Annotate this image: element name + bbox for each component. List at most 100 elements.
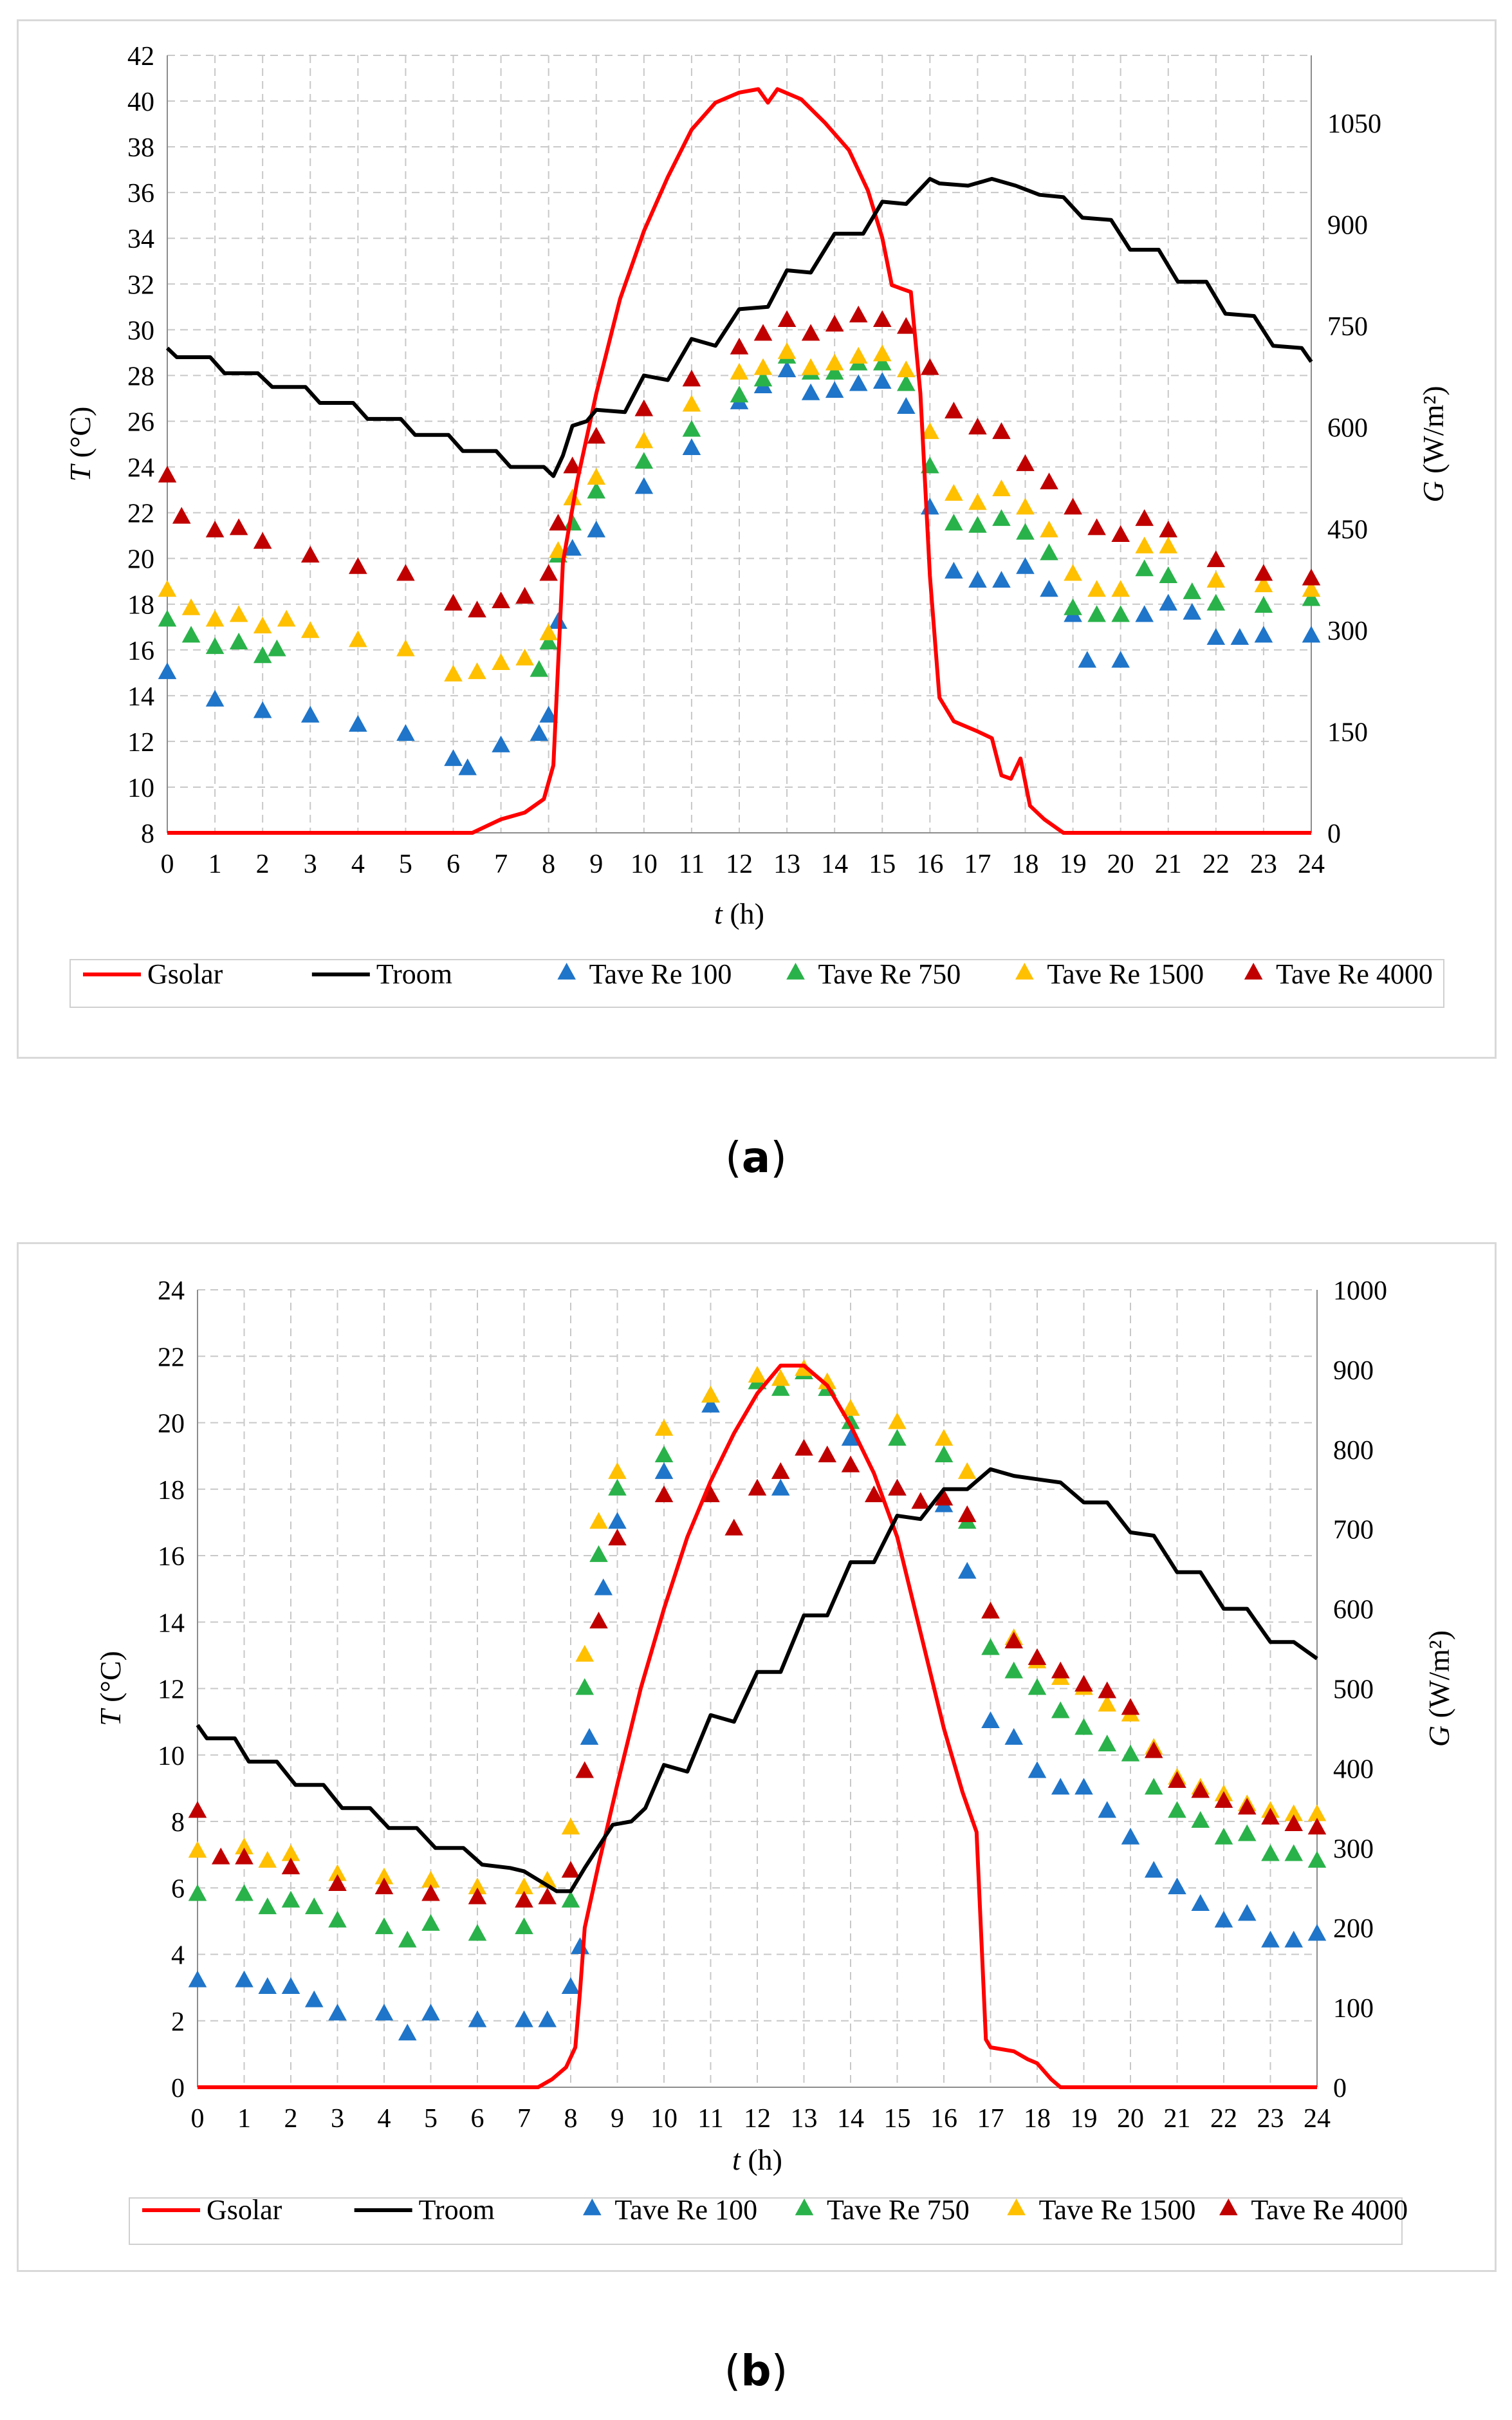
data-point-marker (1159, 536, 1178, 554)
chart-a-x-tick: 19 (1060, 850, 1087, 879)
chart-a-series-tave-re-750 (158, 346, 1321, 677)
data-point-marker (1191, 1810, 1210, 1828)
chart-b-y-title: T (°C) (94, 1651, 127, 1726)
data-point-marker (1016, 557, 1035, 574)
data-point-marker (682, 420, 701, 437)
data-point-marker (608, 1529, 627, 1546)
data-point-marker (1284, 1814, 1304, 1832)
data-point-marker (492, 591, 510, 609)
chart-b-y-tick: 22 (158, 1343, 185, 1372)
data-point-marker (468, 1877, 487, 1895)
data-point-marker (515, 586, 534, 604)
data-point-marker (701, 1485, 720, 1502)
chart-b-x-tick: 17 (977, 2104, 1004, 2134)
data-point-marker (1254, 564, 1273, 581)
data-point-marker (575, 1761, 595, 1778)
data-point-marker (188, 1970, 207, 1987)
chart-b-y-tick: 18 (158, 1476, 185, 1505)
data-point-marker (724, 1518, 744, 1536)
data-point-marker (608, 1478, 627, 1496)
chart-b-legend-box (129, 2197, 1403, 2245)
data-point-marker (777, 360, 797, 378)
data-point-marker (1144, 1741, 1163, 1758)
data-point-marker (968, 418, 987, 435)
chart-b-legend-swatch (795, 2198, 814, 2215)
data-point-marker (654, 1419, 674, 1436)
data-point-marker (539, 632, 558, 649)
data-point-marker (1284, 1804, 1304, 1821)
data-point-marker (549, 612, 567, 629)
data-point-marker (589, 1512, 608, 1529)
data-point-marker (872, 344, 892, 362)
data-point-marker (730, 362, 749, 380)
chart-a-x-tick: 6 (447, 850, 460, 879)
data-point-marker (458, 758, 477, 776)
data-point-marker (1237, 1798, 1257, 1815)
data-point-marker (957, 1561, 977, 1579)
data-point-marker (253, 646, 272, 664)
data-point-marker (563, 539, 582, 556)
data-point-marker (205, 610, 225, 627)
chart-a-y2-tick: 750 (1327, 312, 1368, 342)
data-point-marker (872, 353, 892, 371)
data-point-marker (328, 1910, 347, 1928)
chart-b-legend-swatch (1007, 2198, 1026, 2215)
data-point-marker (1191, 1781, 1210, 1798)
data-point-marker (492, 653, 510, 670)
chart-a-y-tick: 32 (127, 270, 154, 300)
chart-b-legend-label: Tave Re 1500 (1039, 2194, 1196, 2226)
chart-a-x-tick: 1 (208, 850, 222, 879)
data-point-marker (753, 369, 773, 387)
chart-a-y-tick: 18 (127, 591, 154, 620)
chart-a-y-tick: 40 (127, 88, 154, 117)
data-point-marker (864, 1485, 883, 1502)
data-point-marker (515, 1877, 533, 1895)
data-point-marker (229, 605, 248, 622)
data-point-marker (235, 1838, 254, 1855)
data-point-marker (1135, 559, 1154, 577)
chart-b-grid (197, 1289, 1318, 2088)
data-point-marker (1144, 1778, 1163, 1795)
data-point-marker (771, 1478, 790, 1496)
chart-b-y-tick: 0 (171, 2074, 185, 2103)
data-point-marker (945, 561, 963, 579)
data-point-marker (849, 346, 868, 364)
data-point-marker (841, 1455, 860, 1473)
data-point-marker (530, 660, 549, 677)
data-point-marker (1159, 593, 1178, 611)
data-point-marker (468, 1887, 487, 1904)
data-point-marker (1261, 1930, 1280, 1948)
chart-a-legend-box (69, 959, 1444, 1008)
data-point-marker (515, 1917, 533, 1935)
data-point-marker (921, 422, 939, 440)
data-point-marker (1307, 1850, 1327, 1868)
chart-a-legend-label: Tave Re 750 (818, 958, 961, 990)
data-point-marker (1168, 1771, 1186, 1788)
chart-a-x-tick: 21 (1155, 850, 1182, 879)
chart-a-x-tick: 9 (589, 850, 603, 879)
chart-a-y-tick: 8 (141, 819, 154, 849)
data-point-marker (1214, 1791, 1233, 1808)
chart-b-x-tick: 9 (611, 2104, 624, 2134)
chart-a-y-tick: 38 (127, 133, 154, 163)
chart-a-x-tick: 10 (631, 850, 658, 879)
data-point-marker (374, 1877, 394, 1895)
data-point-marker (801, 383, 820, 400)
data-point-marker (281, 1977, 300, 1995)
data-point-marker (1254, 575, 1273, 593)
data-point-marker (654, 1446, 674, 1463)
data-point-marker (563, 489, 582, 506)
data-point-marker (281, 1857, 300, 1875)
data-point-marker (1307, 1924, 1327, 1941)
caption-a: (a) (724, 1133, 788, 1182)
chart-b-x-tick: 24 (1304, 2104, 1331, 2134)
chart-b-svg: 0 1 2 3 4 5 6 7 8 9 10 11 12 13 14 15 16 17 18 19 20 21 22 23 24… (94, 1276, 1455, 2245)
data-point-marker (1087, 580, 1106, 597)
data-point-marker (549, 514, 567, 531)
data-point-marker (1028, 1761, 1047, 1778)
chart-b-legend-label: Tave Re 100 (614, 2194, 757, 2226)
chart-b-y2-tick: 400 (1333, 1754, 1374, 1784)
data-point-marker (468, 1924, 487, 1941)
chart-a-legend-swatch (786, 962, 805, 980)
data-point-marker (188, 1884, 207, 1901)
